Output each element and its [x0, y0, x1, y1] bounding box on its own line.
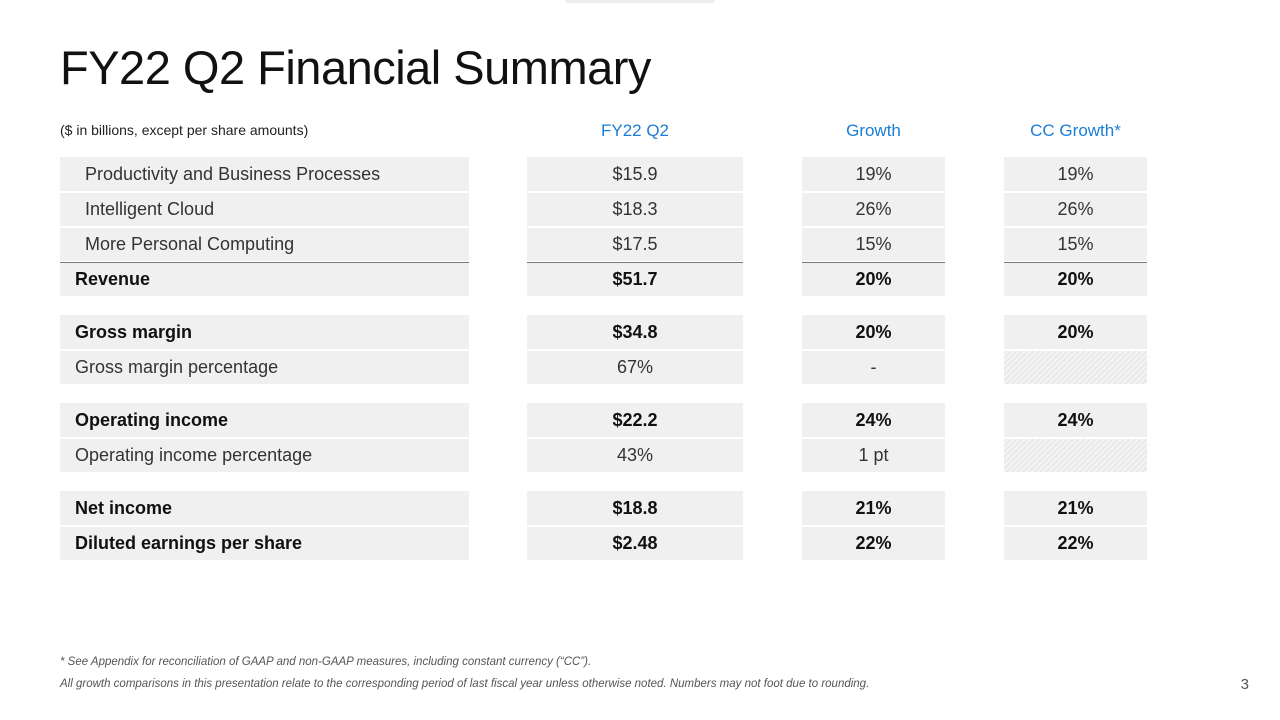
cell-intelligent-cloud-value: $18.3 [527, 192, 743, 226]
column-header-fy22-q2: FY22 Q2 [600, 121, 670, 140]
footnote-growth-comparisons: All growth comparisons in this presentat… [60, 678, 870, 690]
cell-productivity-and-business-processes-cc-growth: 19% [1004, 157, 1147, 191]
cell-operating-income-cc-growth: 24% [1004, 403, 1147, 437]
cell-diluted-earnings-per-share-label: Diluted earnings per share [60, 526, 469, 560]
cell-operating-income-percentage-label: Operating income percentage [60, 438, 469, 472]
cell-revenue-value: $51.7 [527, 262, 743, 296]
cell-more-personal-computing-growth: 15% [802, 227, 945, 261]
cell-revenue-growth: 20% [802, 262, 945, 296]
cell-gross-margin-percentage-value: 67% [527, 350, 743, 384]
cell-net-income-cc-growth: 21% [1004, 491, 1147, 525]
cell-net-income-label: Net income [60, 491, 469, 525]
cell-gross-margin-value: $34.8 [527, 315, 743, 349]
cell-operating-income-percentage-growth: 1 pt [802, 438, 945, 472]
cell-gross-margin-percentage-label: Gross margin percentage [60, 350, 469, 384]
cell-net-income-growth: 21% [802, 491, 945, 525]
cell-operating-income-percentage-cc-growth [1004, 438, 1147, 472]
cell-intelligent-cloud-label: Intelligent Cloud [60, 192, 469, 226]
cell-operating-income-label: Operating income [60, 403, 469, 437]
cell-gross-margin-percentage-growth: - [802, 350, 945, 384]
cell-more-personal-computing-cc-growth: 15% [1004, 227, 1147, 261]
cell-operating-income-percentage-value: 43% [527, 438, 743, 472]
cell-more-personal-computing-value: $17.5 [527, 227, 743, 261]
cell-diluted-earnings-per-share-value: $2.48 [527, 526, 743, 560]
top-tab [566, 0, 714, 3]
cell-gross-margin-label: Gross margin [60, 315, 469, 349]
column-header-growth: Growth [846, 121, 901, 140]
cell-productivity-and-business-processes-growth: 19% [802, 157, 945, 191]
cell-operating-income-value: $22.2 [527, 403, 743, 437]
cell-gross-margin-cc-growth: 20% [1004, 315, 1147, 349]
cell-gross-margin-growth: 20% [802, 315, 945, 349]
units-note: ($ in billions, except per share amounts… [60, 122, 309, 138]
cell-diluted-earnings-per-share-cc-growth: 22% [1004, 526, 1147, 560]
cell-operating-income-growth: 24% [802, 403, 945, 437]
cell-revenue-cc-growth: 20% [1004, 262, 1147, 296]
cell-productivity-and-business-processes-label: Productivity and Business Processes [60, 157, 469, 191]
cell-gross-margin-percentage-cc-growth [1004, 350, 1147, 384]
page-number: 3 [1240, 676, 1249, 693]
cell-net-income-value: $18.8 [527, 491, 743, 525]
cell-more-personal-computing-label: More Personal Computing [60, 227, 469, 261]
cell-productivity-and-business-processes-value: $15.9 [527, 157, 743, 191]
cell-intelligent-cloud-cc-growth: 26% [1004, 192, 1147, 226]
cell-diluted-earnings-per-share-growth: 22% [802, 526, 945, 560]
cell-intelligent-cloud-growth: 26% [802, 192, 945, 226]
page-title: FY22 Q2 Financial Summary [60, 41, 651, 94]
column-header-cc-growth: CC Growth* [1030, 121, 1121, 140]
footnote-appendix: * See Appendix for reconciliation of GAA… [60, 656, 592, 668]
cell-revenue-label: Revenue [60, 262, 469, 296]
